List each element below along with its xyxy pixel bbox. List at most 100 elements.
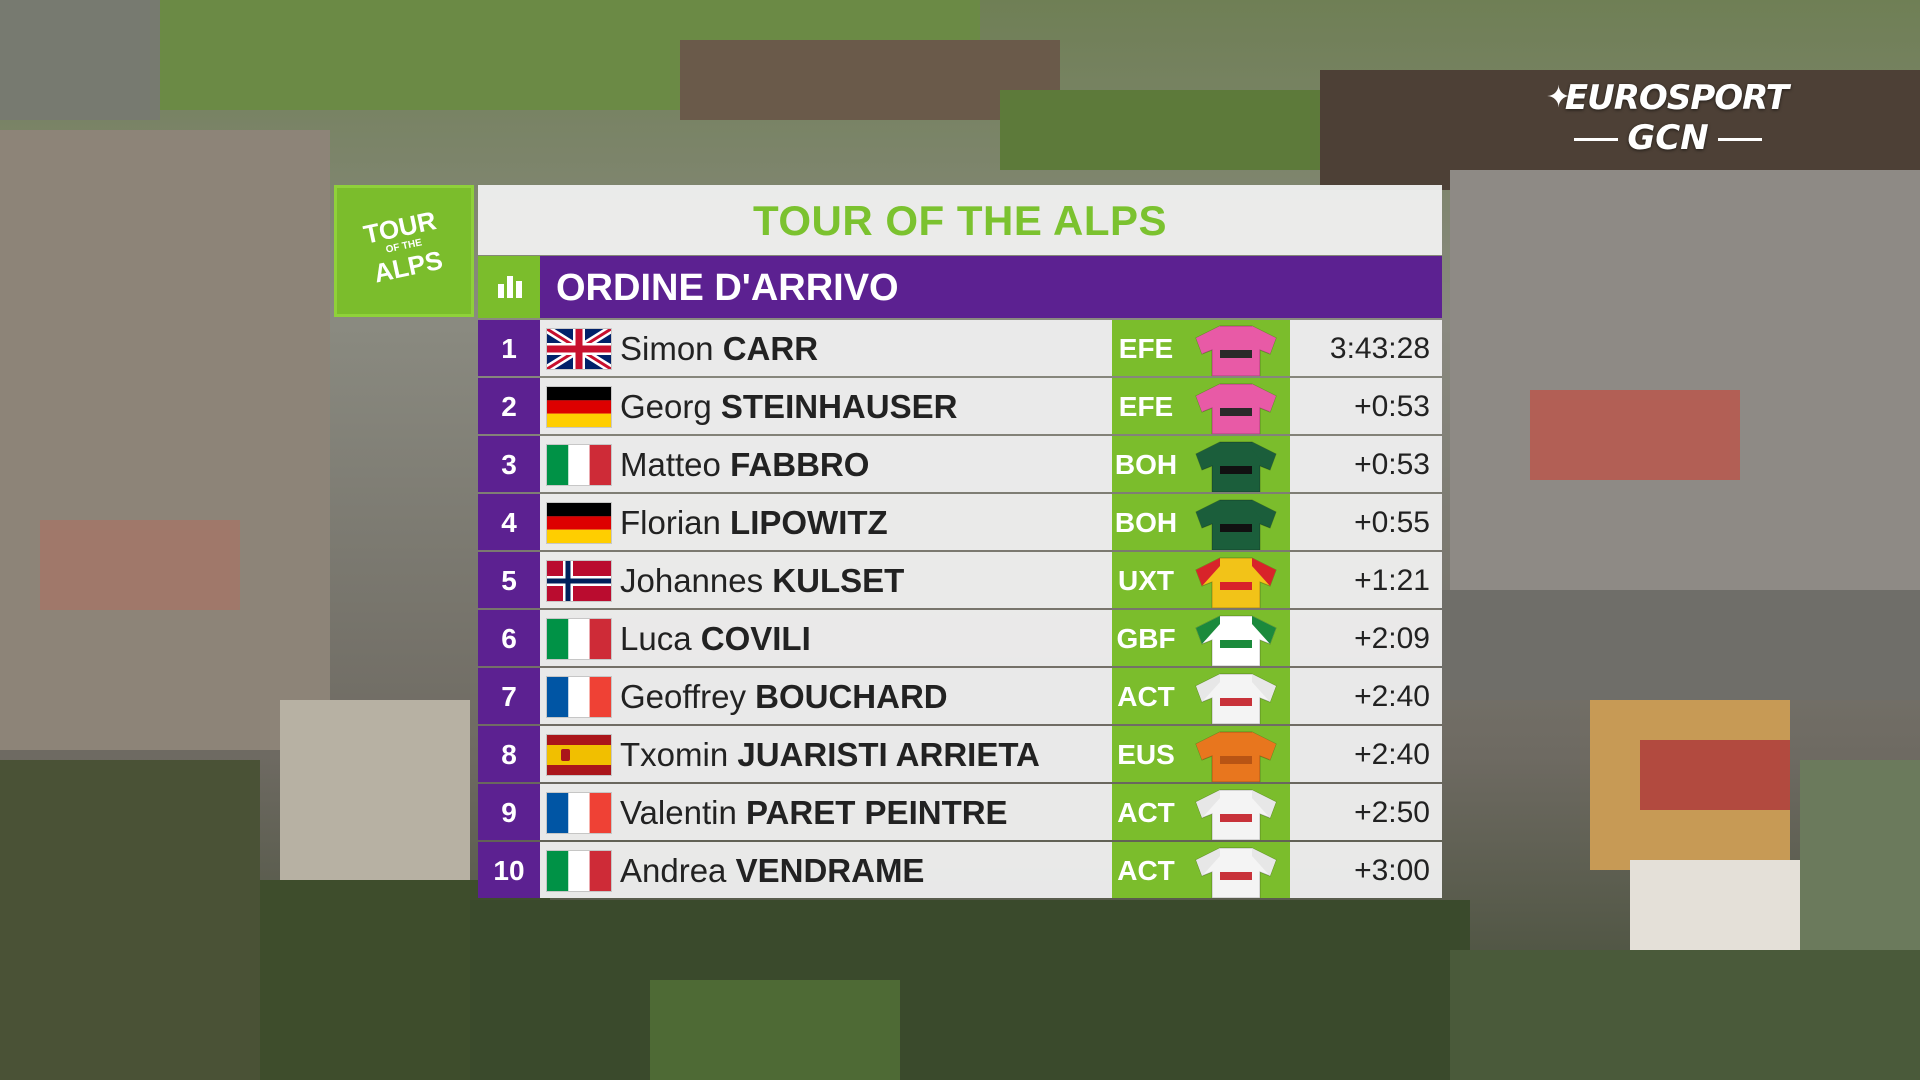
rider-last-name: VENDRAME [735, 852, 925, 889]
team-cell: ACT [1112, 784, 1290, 841]
team-code: EUS [1117, 739, 1175, 770]
rider-last-name: BOUCHARD [755, 678, 948, 715]
result-row: 4 Florian LIPOWITZ BOH +0:55 [478, 494, 1442, 551]
jersey-uno-icon [1190, 556, 1282, 609]
team-cell: EFE [1112, 320, 1290, 377]
finish-time: +2:40 [1354, 680, 1430, 713]
rider-name: Simon CARR [620, 320, 818, 376]
jersey-act-icon [1190, 788, 1282, 841]
team-code: GBF [1116, 623, 1176, 654]
finish-time: +0:53 [1354, 390, 1430, 423]
flag-it-icon [547, 851, 611, 891]
rider-first-name: Andrea [620, 852, 727, 889]
team-code: ACT [1117, 681, 1175, 712]
position-number: 3 [478, 436, 540, 492]
rider-last-name: JUARISTI ARRIETA [737, 736, 1040, 773]
rider-first-name: Valentin [620, 794, 737, 831]
rider-name: Matteo FABBRO [620, 436, 869, 492]
position-number: 1 [478, 320, 540, 376]
team-cell: GBF [1112, 610, 1290, 667]
team-cell: ACT [1112, 842, 1290, 899]
finish-time: 3:43:28 [1329, 332, 1430, 365]
team-code: EFE [1118, 391, 1174, 422]
result-row: 1 Simon CARR EFE 3:43:28 [478, 320, 1442, 377]
position-number: 6 [478, 610, 540, 666]
team-cell: BOH [1112, 494, 1290, 551]
broadcaster-subname: GCN [1627, 118, 1709, 158]
finish-time: +1:21 [1354, 564, 1430, 597]
broadcaster-name: EUROSPORT [1564, 78, 1789, 118]
jersey-ef-icon [1190, 324, 1282, 377]
finish-time: +2:40 [1354, 738, 1430, 771]
team-cell: ACT [1112, 668, 1290, 725]
flag-es-icon [547, 735, 611, 775]
rider-first-name: Matteo [620, 446, 721, 483]
rider-first-name: Simon [620, 330, 714, 367]
jersey-bora-icon [1190, 440, 1282, 493]
finish-time: +2:09 [1354, 622, 1430, 655]
result-row: 5 Johannes KULSET UXT +1:21 [478, 552, 1442, 609]
rider-last-name: KULSET [772, 562, 905, 599]
team-code: UXT [1118, 565, 1174, 596]
result-row: 7 Geoffrey BOUCHARD ACT +2:40 [478, 668, 1442, 725]
rider-name: Txomin JUARISTI ARRIETA [620, 726, 1040, 782]
team-cell: BOH [1112, 436, 1290, 493]
bar-chart-icon [478, 256, 540, 318]
finish-time: +0:55 [1354, 506, 1430, 539]
header-bar: ORDINE D'ARRIVO [478, 256, 1442, 318]
team-code: BOH [1114, 449, 1178, 480]
flag-gb-icon [547, 329, 611, 369]
rider-last-name: FABBRO [730, 446, 870, 483]
flag-de-icon [547, 503, 611, 543]
rider-name: Geoffrey BOUCHARD [620, 668, 948, 724]
rider-name: Luca COVILI [620, 610, 811, 666]
rider-name: Florian LIPOWITZ [620, 494, 888, 550]
star-icon: ✦ [1546, 80, 1572, 115]
finish-time: +3:00 [1354, 854, 1430, 887]
rider-first-name: Geoffrey [620, 678, 746, 715]
jersey-act-icon [1190, 672, 1282, 725]
flag-fr-icon [547, 793, 611, 833]
flag-de-icon [547, 387, 611, 427]
rider-name: Valentin PARET PEINTRE [620, 784, 1008, 840]
jersey-bora-icon [1190, 498, 1282, 551]
jersey-act-icon [1190, 846, 1282, 899]
broadcaster-logo: ✦ EUROSPORT GCN [1538, 78, 1789, 158]
team-code: ACT [1117, 797, 1175, 828]
team-cell: UXT [1112, 552, 1290, 609]
rider-first-name: Txomin [620, 736, 729, 773]
title-bar: TOUR OF THE ALPS [478, 185, 1442, 255]
flag-it-icon [547, 619, 611, 659]
rider-first-name: Johannes [620, 562, 764, 599]
jersey-eus-icon [1190, 730, 1282, 783]
jersey-gbf-icon [1190, 614, 1282, 667]
finish-time: +0:53 [1354, 448, 1430, 481]
position-number: 9 [478, 784, 540, 840]
rider-name: Johannes KULSET [620, 552, 904, 608]
result-row: 9 Valentin PARET PEINTRE ACT +2:50 [478, 784, 1442, 841]
rider-last-name: LIPOWITZ [730, 504, 888, 541]
flag-it-icon [547, 445, 611, 485]
result-row: 8 Txomin JUARISTI ARRIETA EUS +2:40 [478, 726, 1442, 783]
position-number: 4 [478, 494, 540, 550]
results-header: ORDINE D'ARRIVO [556, 267, 899, 309]
divider [1718, 138, 1762, 141]
race-logo: TOUR OF THE ALPS [334, 185, 474, 317]
position-number: 2 [478, 378, 540, 434]
position-number: 5 [478, 552, 540, 608]
jersey-ef-icon [1190, 382, 1282, 435]
divider [1574, 138, 1618, 141]
rider-first-name: Luca [620, 620, 692, 657]
rider-first-name: Georg [620, 388, 712, 425]
position-number: 8 [478, 726, 540, 782]
team-cell: EFE [1112, 378, 1290, 435]
rider-last-name: STEINHAUSER [720, 388, 958, 425]
result-row: 10 Andrea VENDRAME ACT +3:00 [478, 842, 1442, 899]
position-number: 10 [478, 842, 540, 898]
rider-last-name: COVILI [700, 620, 811, 657]
team-code: ACT [1117, 855, 1175, 886]
flag-fr-icon [547, 677, 611, 717]
position-number: 7 [478, 668, 540, 724]
rider-first-name: Florian [620, 504, 721, 541]
